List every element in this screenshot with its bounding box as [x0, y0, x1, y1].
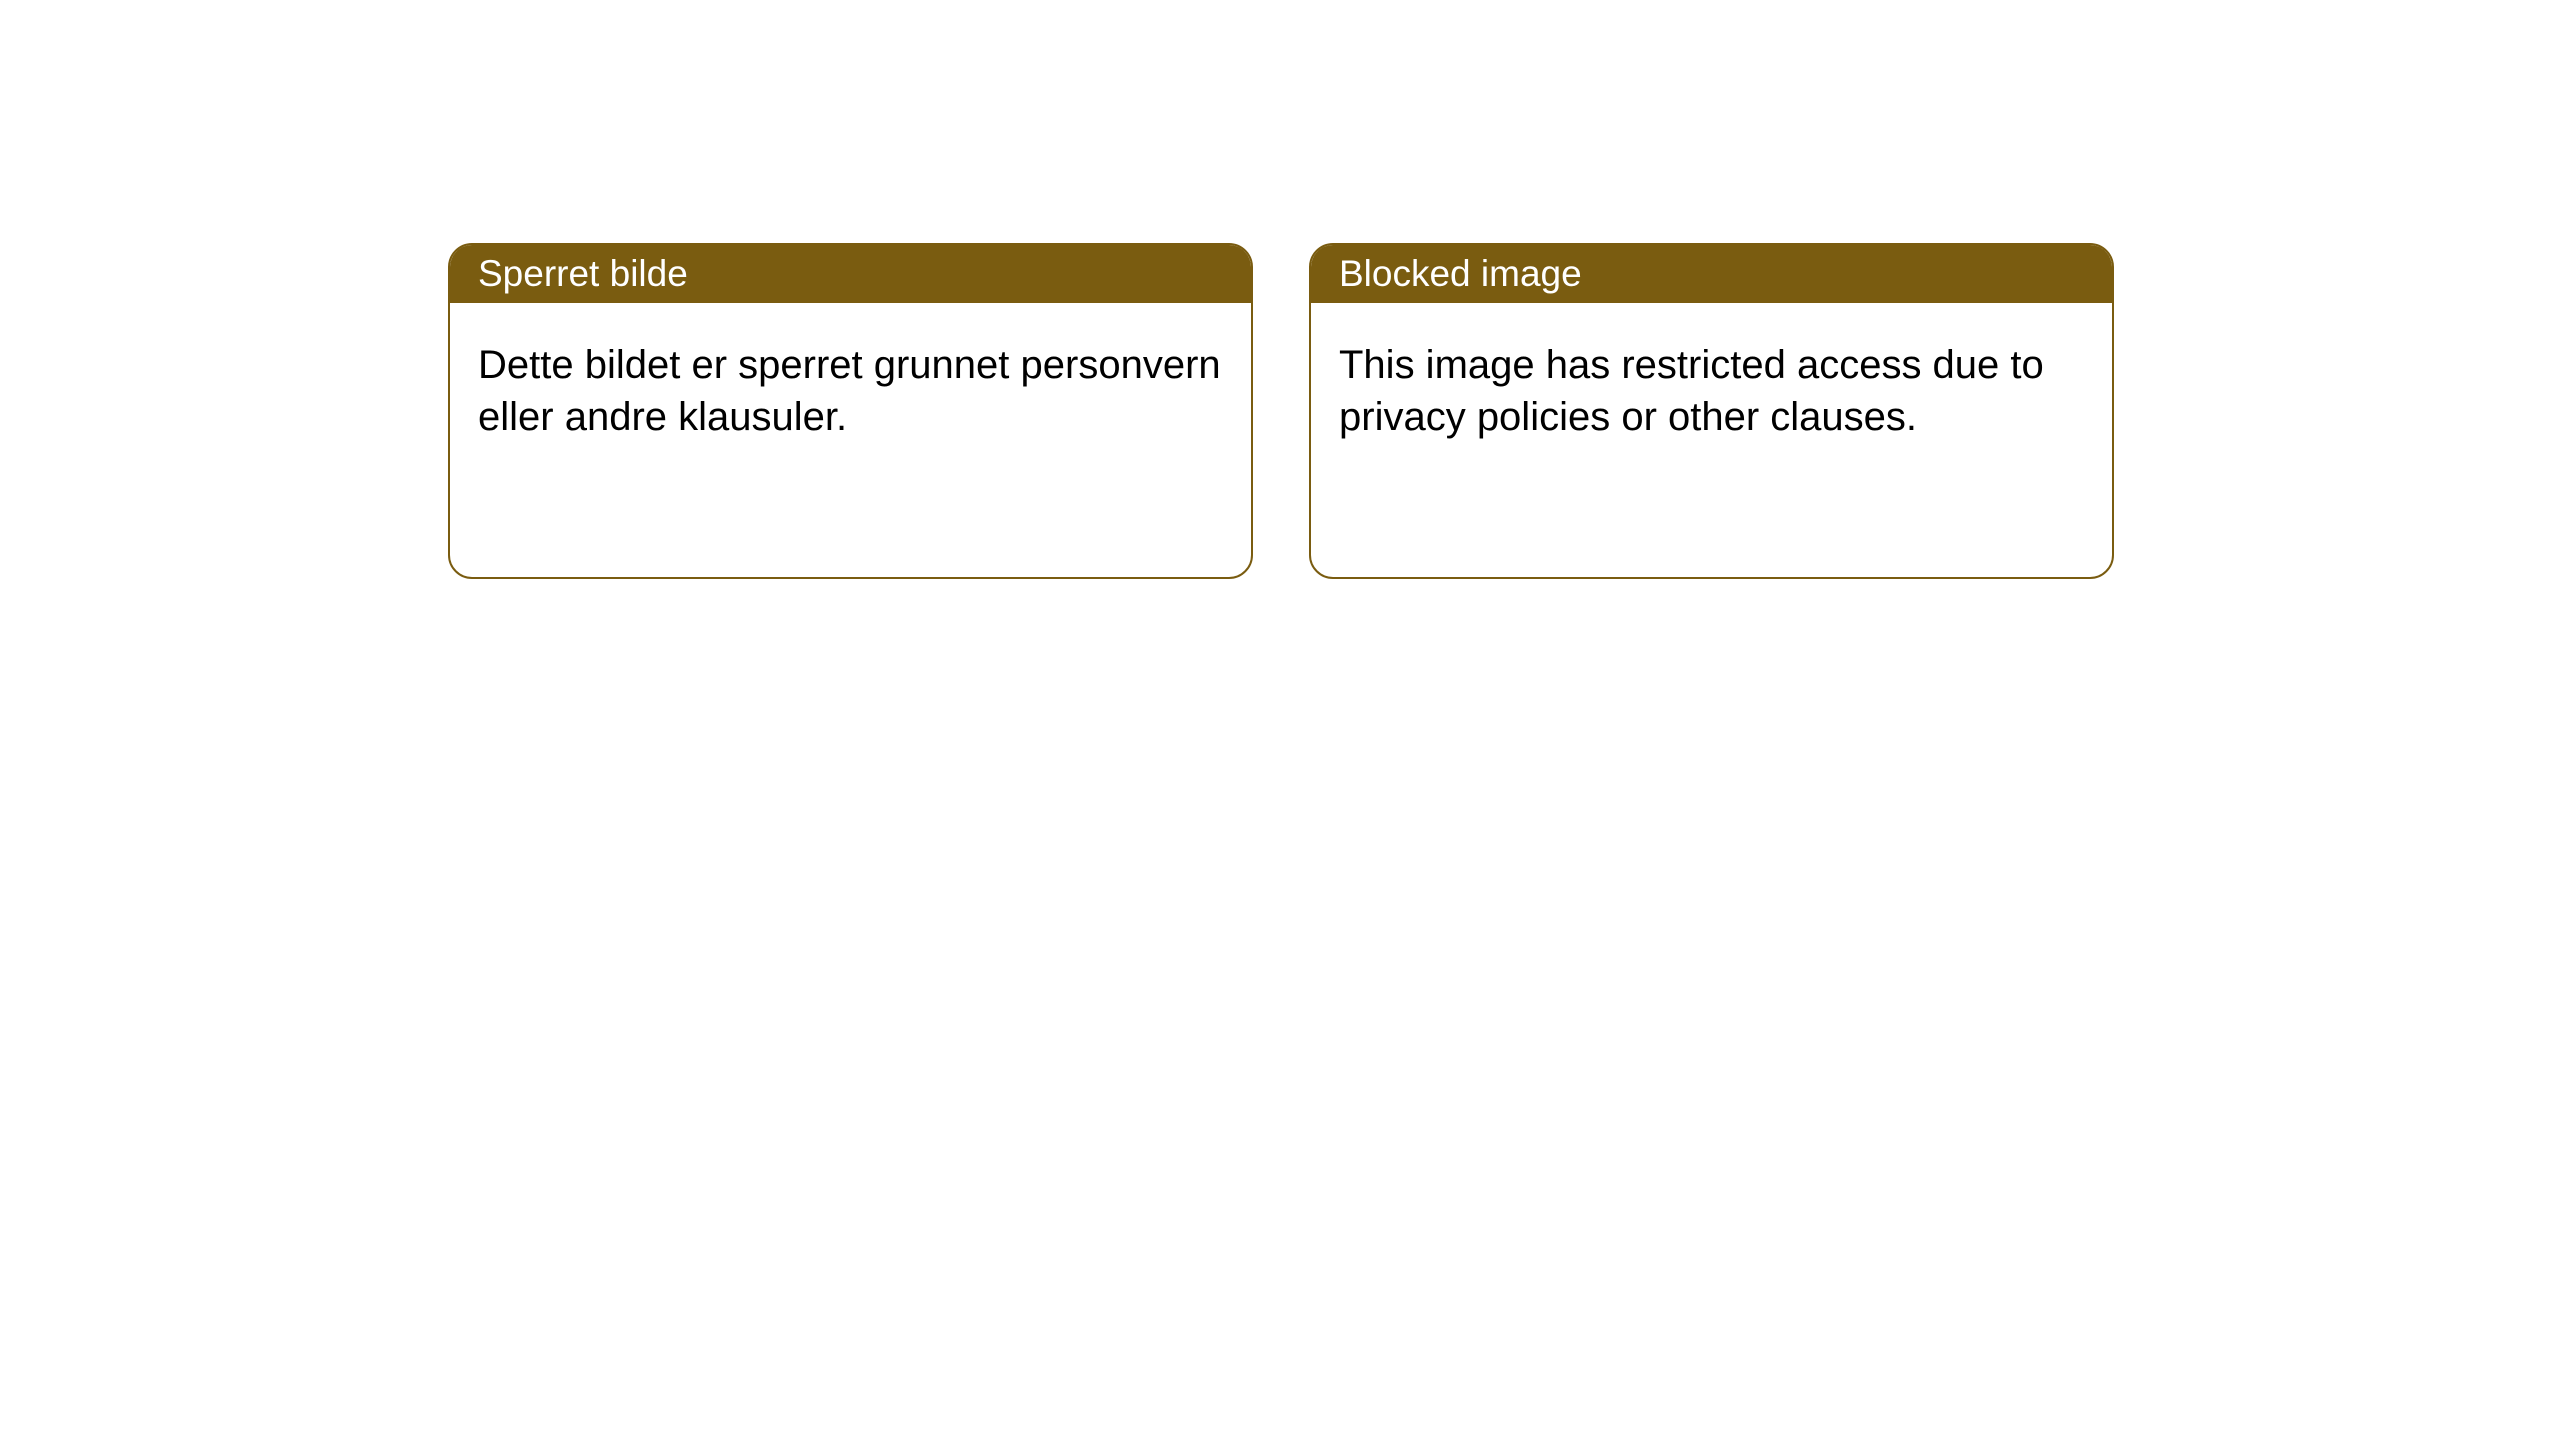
- notice-card-english: Blocked image This image has restricted …: [1309, 243, 2114, 579]
- notice-container: Sperret bilde Dette bildet er sperret gr…: [0, 0, 2560, 579]
- notice-card-norwegian: Sperret bilde Dette bildet er sperret gr…: [448, 243, 1253, 579]
- card-header: Sperret bilde: [450, 245, 1251, 303]
- card-body-text: This image has restricted access due to …: [1339, 343, 2044, 439]
- card-title: Blocked image: [1339, 253, 1582, 294]
- card-body: This image has restricted access due to …: [1311, 303, 2112, 479]
- card-body: Dette bildet er sperret grunnet personve…: [450, 303, 1251, 479]
- card-body-text: Dette bildet er sperret grunnet personve…: [478, 343, 1221, 439]
- card-title: Sperret bilde: [478, 253, 688, 294]
- card-header: Blocked image: [1311, 245, 2112, 303]
